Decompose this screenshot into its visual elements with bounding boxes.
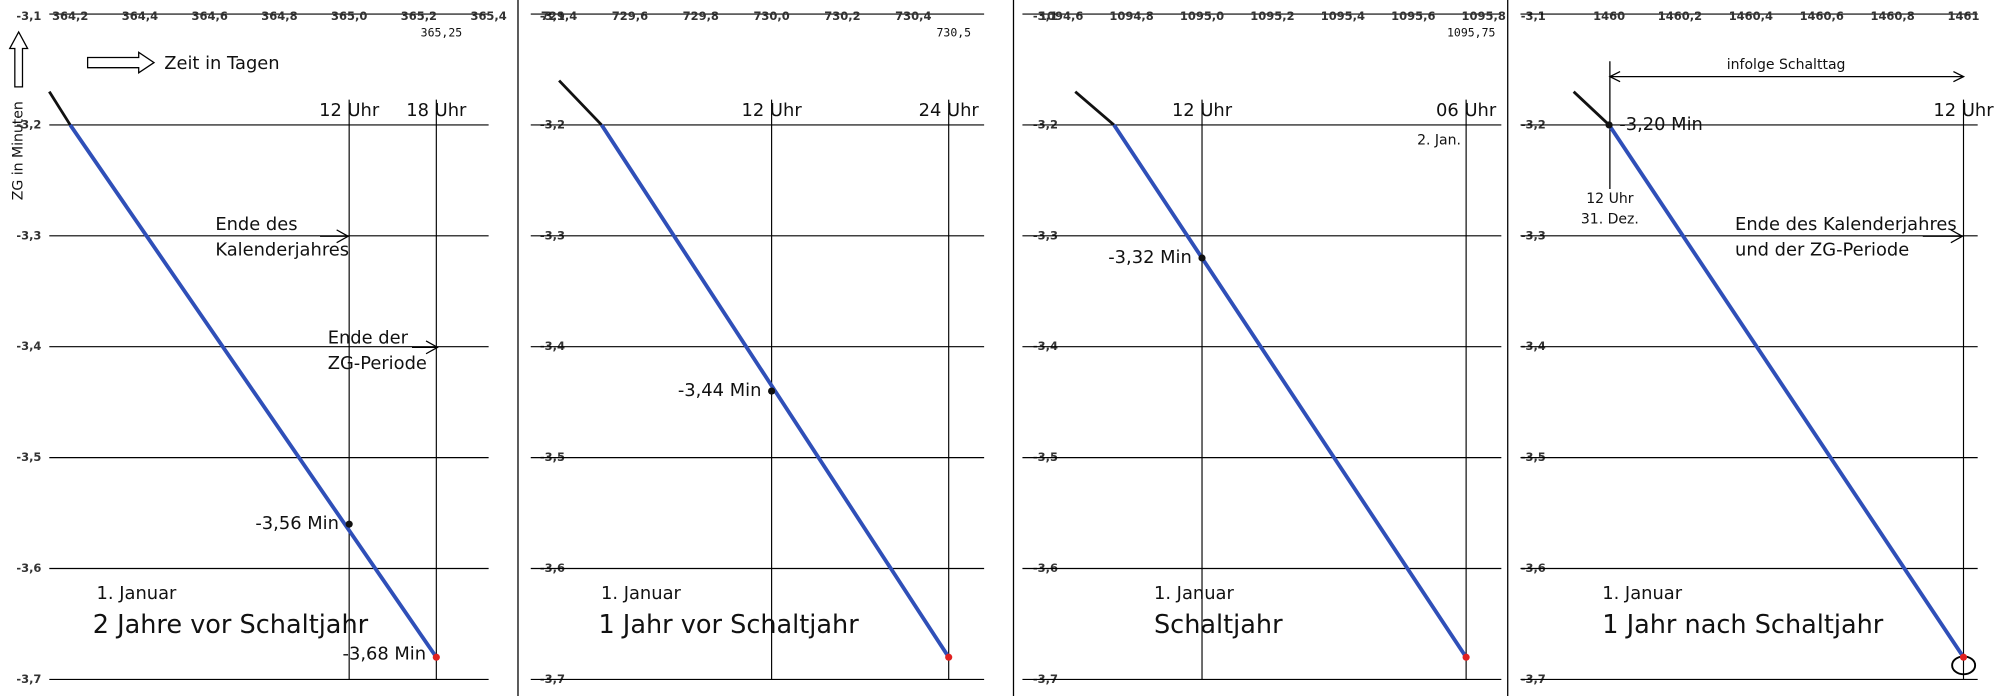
line-series <box>1074 90 1115 127</box>
x-tick-label: 1094,8 <box>1109 9 1153 23</box>
x-tick-label: 365,0 <box>331 9 367 23</box>
y-tick-label: -3,1 <box>16 9 41 23</box>
x-tick-label: 365,4 <box>470 9 506 23</box>
annotation: 31. Dez. <box>1581 212 1639 228</box>
x-tick-label: 365,2 <box>401 9 437 23</box>
y-tick-label: -3,1 <box>1521 9 1546 23</box>
line-series <box>558 79 603 126</box>
x-tick-label: 729,8 <box>683 9 719 23</box>
marker-label: 12 Uhr <box>1172 100 1233 121</box>
data-point <box>345 520 353 528</box>
marker-tick-label: 730,5 <box>937 26 972 40</box>
line-series <box>1572 90 1611 126</box>
date-label: 1. Januar <box>601 583 682 604</box>
x-tick-label: 1460 <box>1593 9 1625 23</box>
marker-tick-label: 1095,75 <box>1447 26 1495 40</box>
annotation: Ende der <box>328 327 409 348</box>
x-tick-label: 1095,2 <box>1250 9 1294 23</box>
point-label: -3,68 Min <box>343 644 427 665</box>
data-point <box>1462 653 1470 661</box>
x-tick-label: 730,2 <box>824 9 860 23</box>
y-tick-label: -3,7 <box>16 672 41 686</box>
marker-label: 12 Uhr <box>742 100 803 121</box>
annotation: und der ZG-Periode <box>1735 239 1909 260</box>
line-series <box>1112 123 1468 659</box>
x-tick-label: 1460,8 <box>1870 9 1914 23</box>
data-point <box>768 387 776 395</box>
y-arrow <box>8 30 29 88</box>
x-tick-label: 1461 <box>1948 9 1980 23</box>
marker-label: 18 Uhr <box>406 100 467 121</box>
panel-subtitle: 1 Jahr nach Schaltjahr <box>1602 610 1884 640</box>
annotation: Ende des <box>215 214 297 235</box>
x-tick-label: 364,6 <box>192 9 228 23</box>
y-tick-label: -3,6 <box>16 561 41 575</box>
data-point <box>1605 121 1613 129</box>
line-series <box>1607 123 1966 659</box>
arrow-head <box>1953 70 1966 83</box>
x-tick-label: 364,2 <box>52 9 88 23</box>
data-point <box>945 653 953 661</box>
annotation: Ende des Kalenderjahres <box>1735 214 1957 235</box>
marker-label: 12 Uhr <box>319 100 380 121</box>
y-tick-label: -3,1 <box>540 9 565 23</box>
x-tick-label: 730,4 <box>895 9 931 23</box>
point-label: -3,56 Min <box>255 513 339 534</box>
annotation: infolge Schalttag <box>1727 57 1846 73</box>
y-axis-label: ZG in Minuten <box>11 101 27 200</box>
panel-subtitle: 2 Jahre vor Schaltjahr <box>93 610 369 640</box>
date-label: 1. Januar <box>97 583 178 604</box>
data-point <box>1959 653 1968 661</box>
panel-subtitle: Schaltjahr <box>1154 610 1283 640</box>
y-tick-label: -3,5 <box>16 450 41 464</box>
marker-label: 24 Uhr <box>919 100 980 121</box>
data-point <box>432 653 440 661</box>
marker-note: 2. Jan. <box>1417 132 1461 148</box>
x-axis-label: Zeit in Tagen <box>164 53 279 74</box>
point-label: -3,32 Min <box>1108 247 1192 268</box>
x-tick-label: 1460,2 <box>1658 9 1702 23</box>
line-series <box>68 123 438 659</box>
marker-label: 06 Uhr <box>1436 100 1497 121</box>
y-tick-label: -3,1 <box>1033 9 1058 23</box>
x-tick-label: 729,6 <box>612 9 648 23</box>
date-label: 1. Januar <box>1154 583 1235 604</box>
data-point <box>1198 254 1206 262</box>
x-tick-label: 1460,4 <box>1729 9 1773 23</box>
line-series <box>48 90 72 126</box>
arrow-head <box>425 340 439 355</box>
point-label: -3,20 Min <box>1619 114 1703 135</box>
annotation: ZG-Periode <box>328 353 427 374</box>
annotation: Kalenderjahres <box>215 239 349 260</box>
x-tick-label: 364,4 <box>122 9 158 23</box>
marker-label: 12 Uhr <box>1933 100 1994 121</box>
marker-tick-label: 365,25 <box>421 26 463 40</box>
x-tick-label: 1095,4 <box>1321 9 1365 23</box>
x-tick-label: 729,4 <box>541 9 577 23</box>
x-tick-label: 730,0 <box>753 9 789 23</box>
x-arrow <box>86 51 156 74</box>
y-tick-label: -3,4 <box>16 339 41 353</box>
x-tick-label: 1460,6 <box>1800 9 1844 23</box>
annotation: 12 Uhr <box>1586 191 1633 207</box>
x-tick-label: 1094,6 <box>1039 9 1083 23</box>
point-label: -3,44 Min <box>678 380 762 401</box>
date-label: 1. Januar <box>1602 583 1683 604</box>
x-tick-label: 1095,6 <box>1391 9 1435 23</box>
x-tick-label: 1095,8 <box>1462 9 1506 23</box>
y-tick-label: -3,3 <box>16 228 41 242</box>
panel-subtitle: 1 Jahr vor Schaltjahr <box>598 610 859 640</box>
y-tick-label: -3,2 <box>16 117 41 131</box>
x-tick-label: 364,8 <box>261 9 297 23</box>
x-tick-label: 1095,0 <box>1180 9 1224 23</box>
